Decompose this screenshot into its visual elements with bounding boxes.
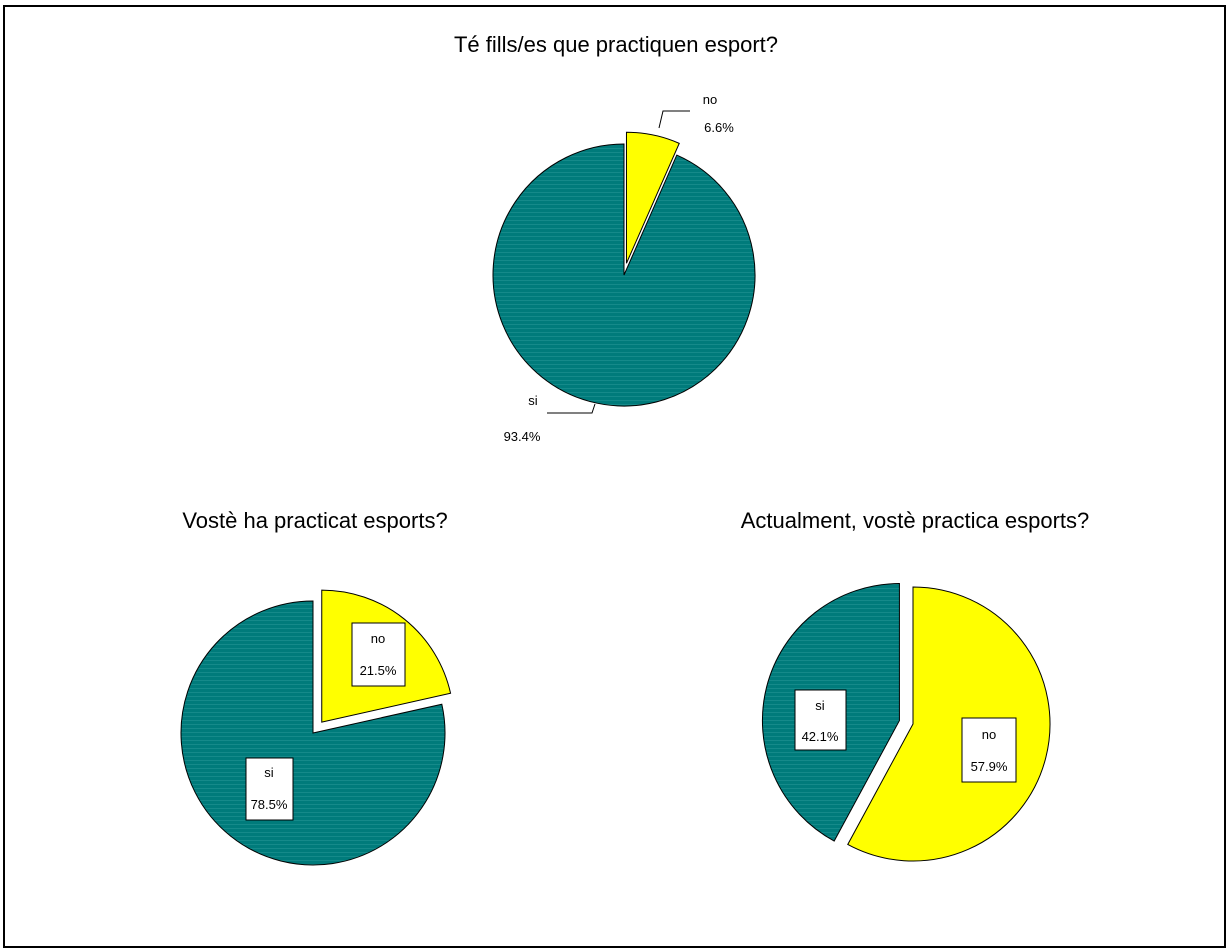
chart-1-no-value: 6.6% bbox=[704, 120, 734, 135]
chart-3-si-value: 42.1% bbox=[802, 729, 839, 744]
chart-2-slices bbox=[180, 589, 452, 866]
pie-chart-1: Té fills/es que practiquen esport? no 6.… bbox=[454, 32, 778, 444]
chart-1-si-label: si bbox=[528, 393, 538, 408]
chart-3-si-label-box bbox=[794, 689, 847, 751]
chart-3-slice-no bbox=[847, 586, 1051, 862]
chart-1-si-value: 93.4% bbox=[504, 429, 541, 444]
chart-3-si-label: si bbox=[815, 698, 825, 713]
pie-chart-3: Actualment, vostè practica esports? si 4… bbox=[741, 508, 1090, 862]
chart-1-no-leader bbox=[658, 110, 690, 129]
chart-2-title: Vostè ha practicat esports? bbox=[182, 508, 447, 533]
chart-1-si-leader bbox=[547, 403, 596, 414]
chart-3-no-value: 57.9% bbox=[971, 759, 1008, 774]
chart-1-no-label: no bbox=[703, 92, 717, 107]
chart-3-title: Actualment, vostè practica esports? bbox=[741, 508, 1090, 533]
chart-3-no-label: no bbox=[982, 727, 996, 742]
chart-1-title: Té fills/es que practiquen esport? bbox=[454, 32, 778, 57]
chart-2-si-value: 78.5% bbox=[251, 797, 288, 812]
chart-1-slice-si bbox=[492, 143, 756, 407]
chart-1-slice-no bbox=[625, 131, 680, 264]
chart-2-si-label-box bbox=[245, 757, 294, 821]
chart-3-slices bbox=[761, 583, 1051, 862]
chart-2-si-label: si bbox=[264, 765, 274, 780]
chart-1-slices bbox=[492, 131, 756, 407]
chart-2-no-label-box bbox=[351, 622, 406, 687]
chart-3-no-label-box bbox=[961, 717, 1017, 783]
chart-2-no-value: 21.5% bbox=[360, 663, 397, 678]
chart-2-no-label: no bbox=[371, 631, 385, 646]
pie-chart-2: Vostè ha practicat esports? no 21.5% si … bbox=[180, 508, 452, 866]
